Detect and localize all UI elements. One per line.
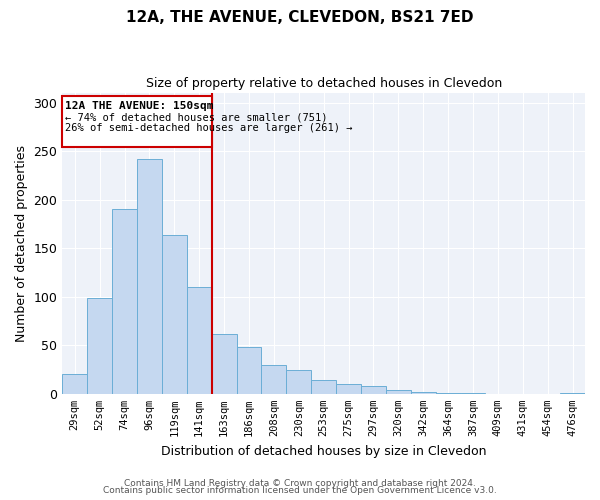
Bar: [212, 334, 236, 394]
Title: Size of property relative to detached houses in Clevedon: Size of property relative to detached ho…: [146, 78, 502, 90]
Bar: [62, 374, 87, 394]
Text: 12A, THE AVENUE, CLEVEDON, BS21 7ED: 12A, THE AVENUE, CLEVEDON, BS21 7ED: [126, 10, 474, 25]
Bar: [436, 393, 461, 394]
X-axis label: Distribution of detached houses by size in Clevedon: Distribution of detached houses by size …: [161, 444, 487, 458]
Bar: [386, 390, 411, 394]
Bar: [311, 380, 336, 394]
Bar: [336, 384, 361, 394]
Bar: [112, 210, 137, 394]
Y-axis label: Number of detached properties: Number of detached properties: [15, 145, 28, 342]
Bar: [286, 370, 311, 394]
Bar: [162, 234, 187, 394]
Text: 26% of semi-detached houses are larger (261) →: 26% of semi-detached houses are larger (…: [65, 123, 352, 133]
Text: 12A THE AVENUE: 150sqm: 12A THE AVENUE: 150sqm: [65, 101, 213, 111]
Text: Contains public sector information licensed under the Open Government Licence v3: Contains public sector information licen…: [103, 486, 497, 495]
Bar: [87, 298, 112, 394]
Text: Contains HM Land Registry data © Crown copyright and database right 2024.: Contains HM Land Registry data © Crown c…: [124, 478, 476, 488]
Bar: [262, 364, 286, 394]
Bar: [461, 393, 485, 394]
Bar: [361, 386, 386, 394]
Bar: [411, 392, 436, 394]
Bar: [137, 159, 162, 394]
Text: ← 74% of detached houses are smaller (751): ← 74% of detached houses are smaller (75…: [65, 112, 327, 122]
Bar: [187, 287, 212, 394]
Bar: [62, 96, 212, 148]
Bar: [560, 393, 585, 394]
Bar: [236, 347, 262, 394]
